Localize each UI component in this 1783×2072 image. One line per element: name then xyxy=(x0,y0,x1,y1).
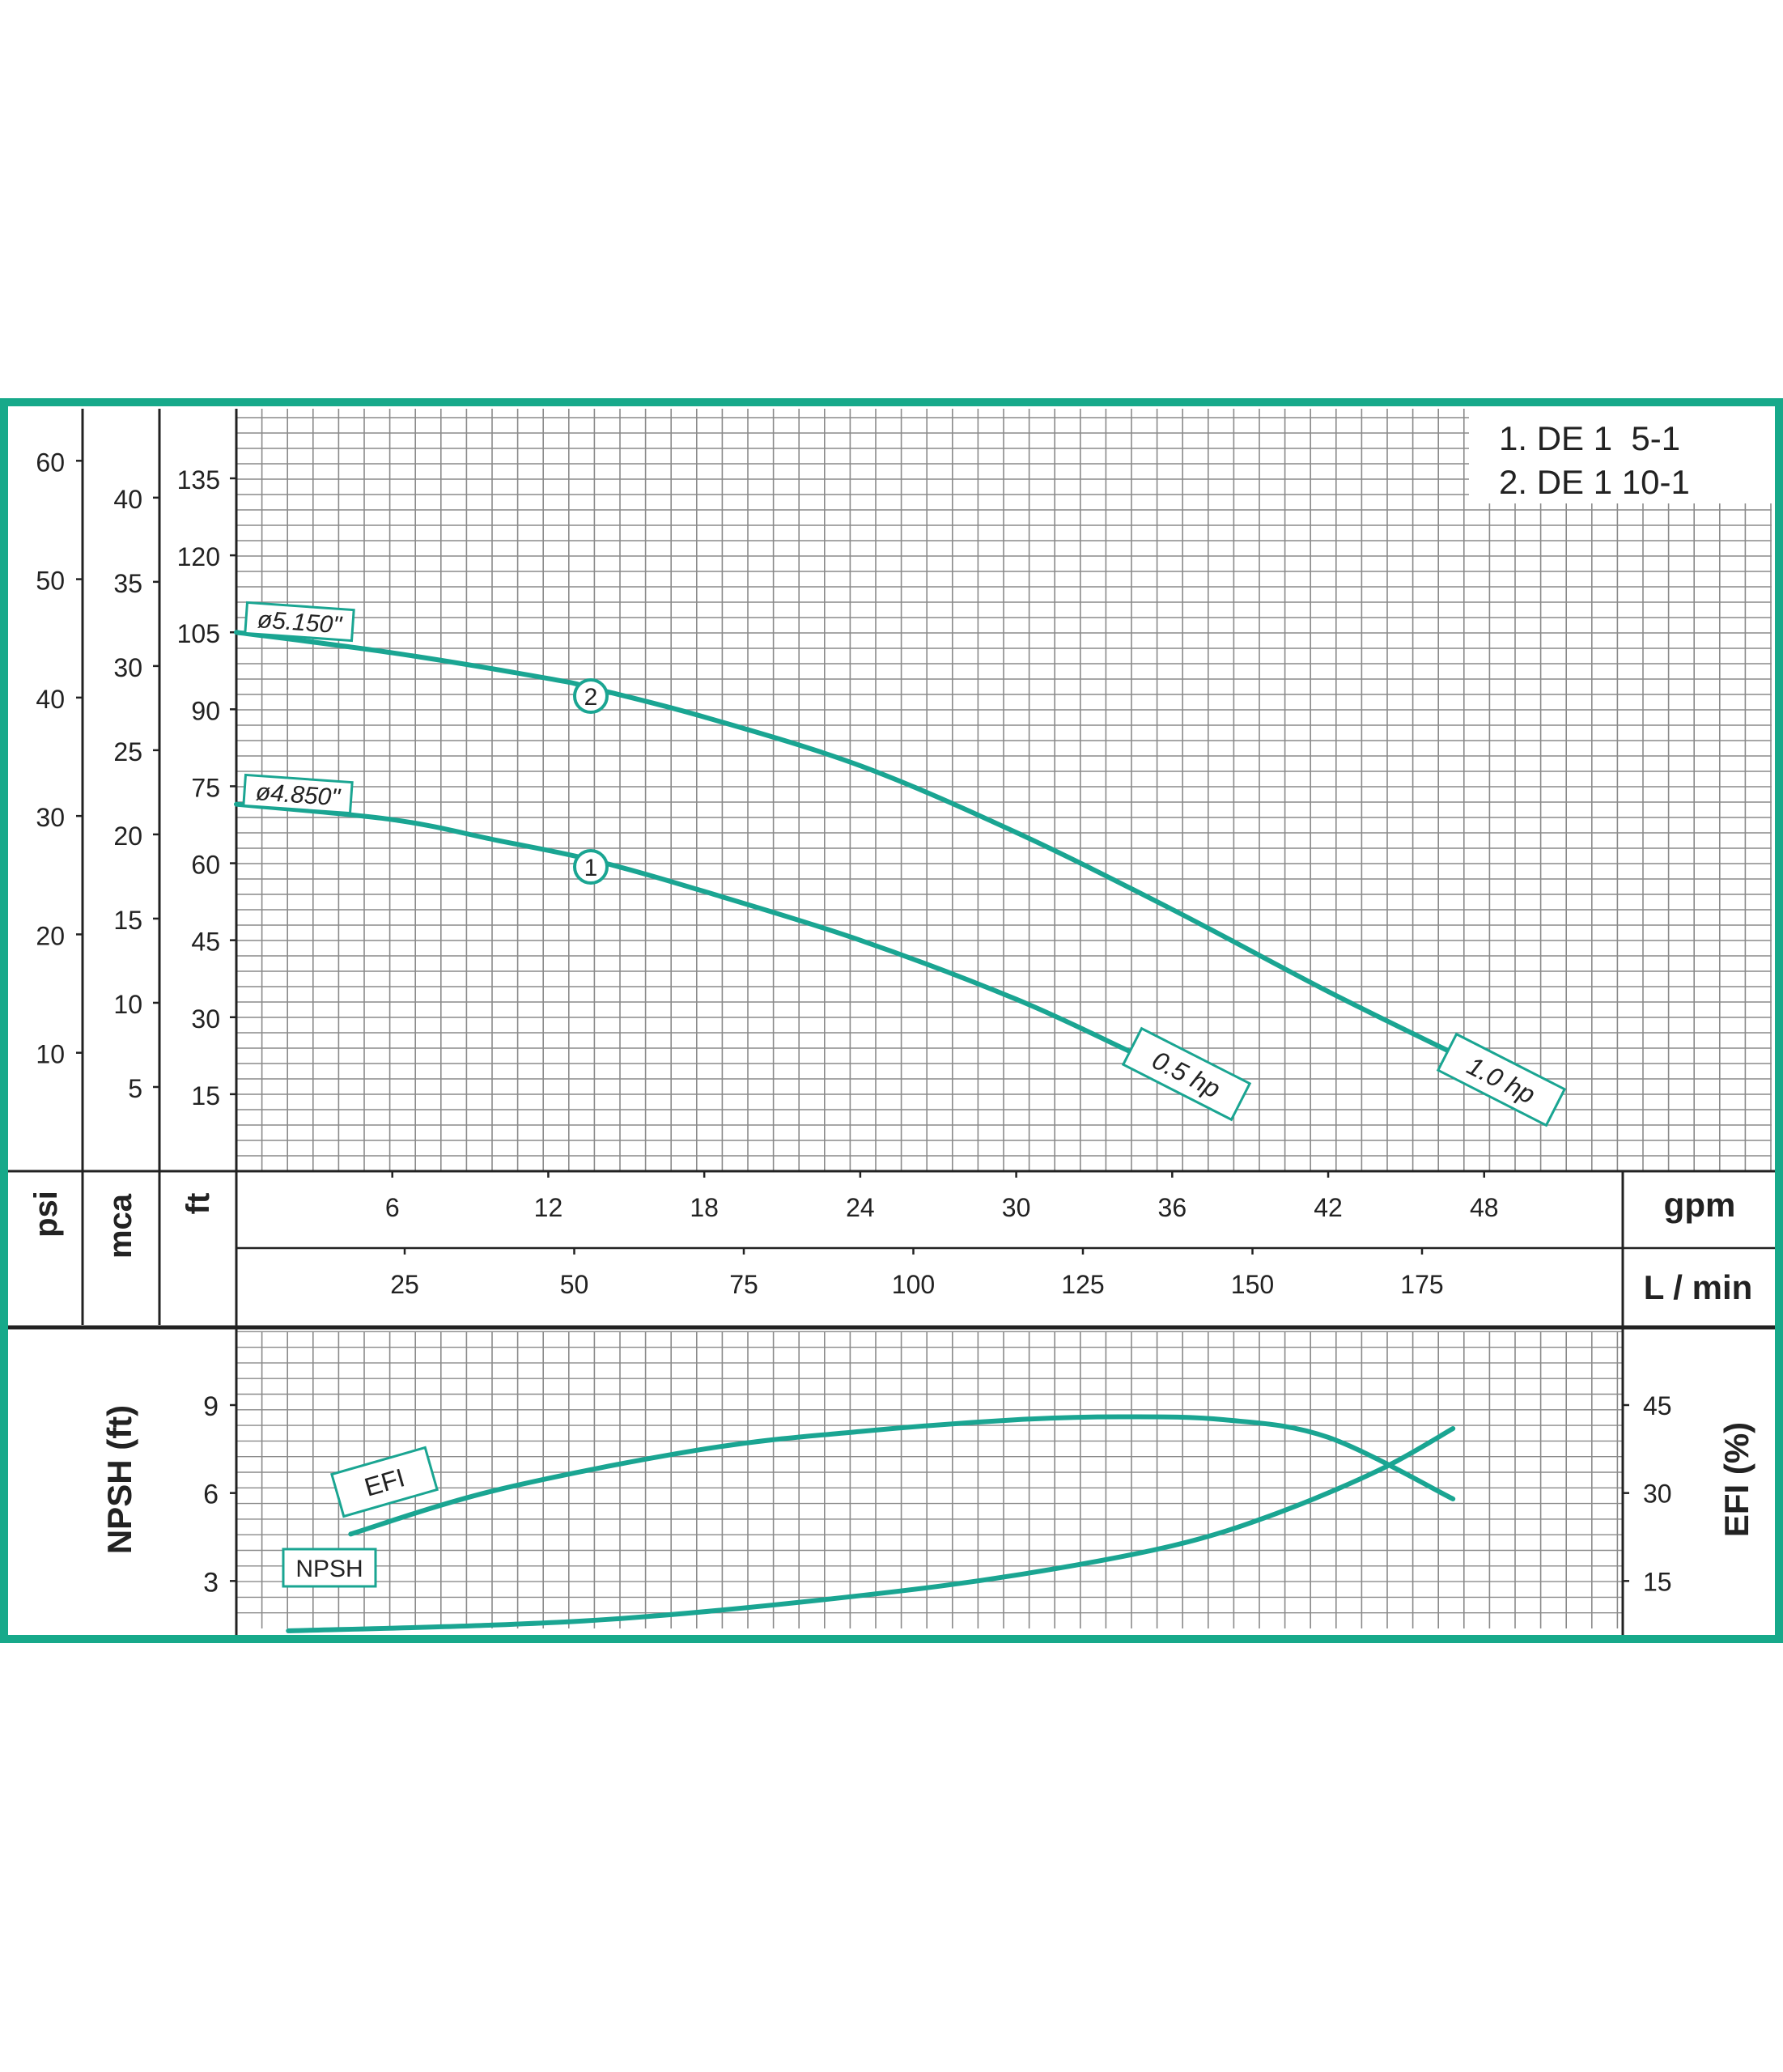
mca-tick-label: 40 xyxy=(113,485,142,514)
mca-tick-label: 5 xyxy=(128,1074,142,1103)
head-curve-1 xyxy=(234,801,1131,1053)
ft-tick-label: 120 xyxy=(177,542,220,571)
lmin-tick-label: 125 xyxy=(1061,1270,1104,1299)
psi-axis-label: psi xyxy=(28,1191,64,1238)
mca-tick-label: 15 xyxy=(113,906,142,935)
npsh-tick-label: 3 xyxy=(203,1567,219,1598)
psi-tick-label: 50 xyxy=(36,567,65,596)
gpm-axis-label: gpm xyxy=(1664,1186,1736,1224)
ft-tick-label: 30 xyxy=(191,1004,220,1034)
efi-curve xyxy=(348,1414,1456,1537)
chart-frame xyxy=(0,398,1783,1643)
ft-tick-label: 15 xyxy=(191,1081,220,1110)
gpm-tick-label: 12 xyxy=(534,1193,563,1222)
ft-axis-label: ft xyxy=(180,1193,216,1215)
ft-tick-label: 45 xyxy=(191,928,220,957)
lmin-tick-label: 50 xyxy=(560,1270,589,1299)
psi-tick-label: 20 xyxy=(36,921,65,950)
impeller-label-1-text: ø4.850" xyxy=(255,779,342,811)
model-legend-line-2: 2. DE 1 10-1 xyxy=(1499,463,1690,501)
efi-series-label: EFI xyxy=(330,1446,439,1518)
gpm-tick-label: 24 xyxy=(846,1193,875,1222)
npsh-axis-label: NPSH (ft) xyxy=(100,1405,138,1554)
model-legend-box xyxy=(1469,409,1772,503)
curve-marker-1: 1 xyxy=(573,849,609,885)
curve-marker-2-text: 2 xyxy=(584,684,598,711)
lmin-tick-label: 75 xyxy=(729,1270,758,1299)
efi-tick-label: 15 xyxy=(1643,1567,1672,1596)
curve-marker-2-circle xyxy=(573,678,609,714)
impeller-label-2: ø5.150" xyxy=(244,601,355,643)
efi-tick-label: 45 xyxy=(1643,1391,1672,1420)
mca-axis-label: mca xyxy=(103,1193,138,1259)
mca-tick-label: 10 xyxy=(113,990,142,1019)
mca-tick-label: 20 xyxy=(113,822,142,851)
ft-tick-label: 135 xyxy=(177,465,220,495)
npsh-curve xyxy=(286,1425,1456,1633)
ft-tick-label: 60 xyxy=(191,851,220,880)
npsh-tick-label: 6 xyxy=(203,1480,219,1510)
curve-marker-1-text: 1 xyxy=(584,855,598,881)
efi-series-label-box xyxy=(330,1446,439,1518)
impeller-label-1-box xyxy=(242,773,354,815)
npsh-series-label: NPSH xyxy=(282,1548,377,1588)
lmin-tick-label: 150 xyxy=(1231,1270,1274,1299)
psi-tick-label: 30 xyxy=(36,803,65,832)
ft-tick-label: 90 xyxy=(191,696,220,725)
gpm-tick-label: 6 xyxy=(385,1193,400,1222)
model-legend-line-1: 1. DE 1 5-1 xyxy=(1499,419,1680,457)
gpm-tick-label: 18 xyxy=(690,1193,719,1222)
efi-tick-label: 30 xyxy=(1643,1480,1672,1509)
unit-labels: psi mca ft gpm L / min NPSH (ft) EFI (%) xyxy=(28,1186,1755,1554)
curve-marker-1-circle xyxy=(573,849,609,885)
model-legend: 1. DE 1 5-1 2. DE 1 10-1 xyxy=(1469,409,1772,503)
psi-tick-label: 10 xyxy=(36,1040,65,1069)
lmin-tick-label: 25 xyxy=(390,1270,419,1299)
gpm-tick-label: 30 xyxy=(1002,1193,1031,1222)
ft-tick-label: 75 xyxy=(191,773,220,802)
npsh-series-label-text: NPSH xyxy=(295,1556,363,1582)
psi-tick-label: 40 xyxy=(36,685,65,714)
psi-tick-label: 60 xyxy=(36,448,65,477)
power-label-2-box xyxy=(1436,1032,1567,1127)
head-curve-2 xyxy=(234,630,1456,1056)
performance-curves xyxy=(234,630,1456,1633)
lmin-tick-label: 100 xyxy=(892,1270,935,1299)
impeller-label-2-text: ø5.150" xyxy=(257,606,343,639)
impeller-label-1: ø4.850" xyxy=(242,773,354,815)
tick-labels: 15 30 45 60 75 90 105 120 135 5 10 15 20 25 30 35 40 10 20… xyxy=(36,448,1671,1598)
lmin-axis-label: L / min xyxy=(1644,1268,1753,1306)
gpm-tick-label: 48 xyxy=(1470,1193,1499,1222)
power-label-1-box xyxy=(1121,1026,1252,1122)
impeller-label-2-box xyxy=(244,601,355,643)
npsh-series-label-box xyxy=(282,1548,377,1588)
ft-tick-label: 105 xyxy=(177,619,220,648)
curve-marker-2: 2 xyxy=(573,678,609,714)
mca-tick-label: 30 xyxy=(113,653,142,682)
mca-tick-label: 35 xyxy=(113,569,142,598)
efi-axis-label: EFI (%) xyxy=(1717,1422,1755,1537)
gpm-tick-label: 36 xyxy=(1158,1193,1187,1222)
gpm-tick-label: 42 xyxy=(1314,1193,1343,1222)
chart-structure xyxy=(4,409,1779,1635)
mca-tick-label: 25 xyxy=(113,737,142,766)
npsh-tick-label: 9 xyxy=(203,1391,219,1422)
lmin-tick-label: 175 xyxy=(1400,1270,1443,1299)
